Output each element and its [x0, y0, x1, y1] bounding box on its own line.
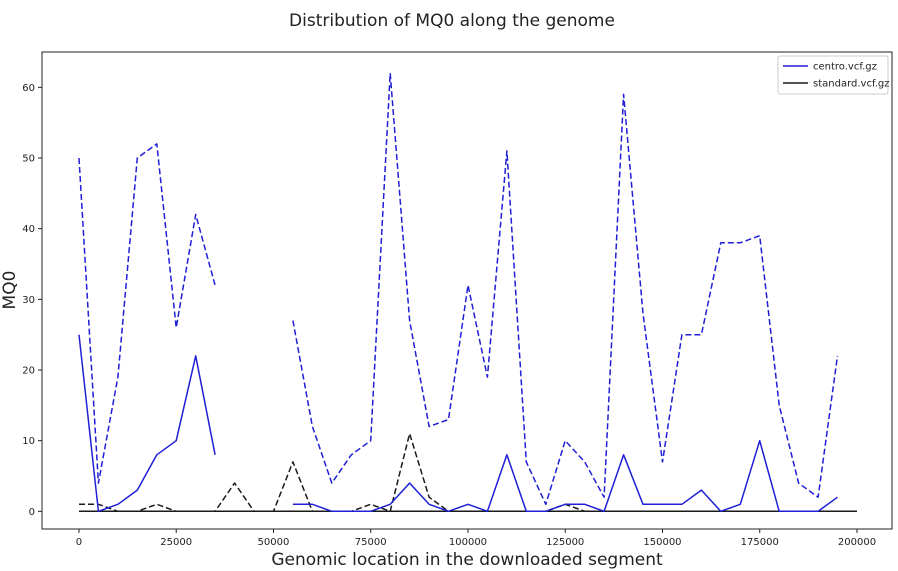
plot-area-frame	[41, 51, 893, 530]
x-tick-label: 100000	[449, 537, 487, 548]
y-tick-label: 0	[29, 507, 35, 518]
x-tick-label: 200000	[838, 537, 876, 548]
series-lines	[78, 72, 857, 513]
y-axis: 0 10 20 30 40 50 60	[22, 83, 42, 518]
legend-label-centro: centro.vcf.gz	[813, 62, 877, 73]
x-axis-label: Genomic location in the downloaded segme…	[271, 550, 663, 570]
chart-title: Distribution of MQ0 along the genome	[289, 11, 615, 31]
x-tick-label: 50000	[258, 537, 290, 548]
x-tick-label: 125000	[546, 537, 584, 548]
series-line-centro-dashed-segment-0	[78, 143, 216, 484]
y-tick-label: 30	[22, 295, 35, 306]
y-tick-label: 60	[22, 83, 35, 94]
y-axis-label: MQ0	[0, 271, 20, 310]
legend: centro.vcf.gz standard.vcf.gz	[777, 55, 890, 95]
x-tick-label: 150000	[643, 537, 681, 548]
y-tick-label: 40	[22, 224, 35, 235]
x-tick-label: 25000	[160, 537, 192, 548]
series-line-centro-solid-segment-1	[292, 439, 838, 513]
x-tick-label: 75000	[355, 537, 387, 548]
series-line-centro-solid-segment-0	[78, 334, 216, 513]
y-tick-label: 10	[22, 436, 35, 447]
y-tick-label: 20	[22, 366, 35, 377]
x-tick-label: 175000	[741, 537, 779, 548]
x-tick-label: 0	[76, 537, 82, 548]
y-tick-label: 50	[22, 154, 35, 165]
x-axis: 0 25000 50000 75000 100000 125000 150000 175000…	[76, 529, 876, 548]
legend-label-standard: standard.vcf.gz	[813, 79, 890, 90]
series-line-standard-dashed-segment-0	[79, 432, 857, 513]
series-line-centro-dashed-segment-1	[292, 72, 839, 506]
